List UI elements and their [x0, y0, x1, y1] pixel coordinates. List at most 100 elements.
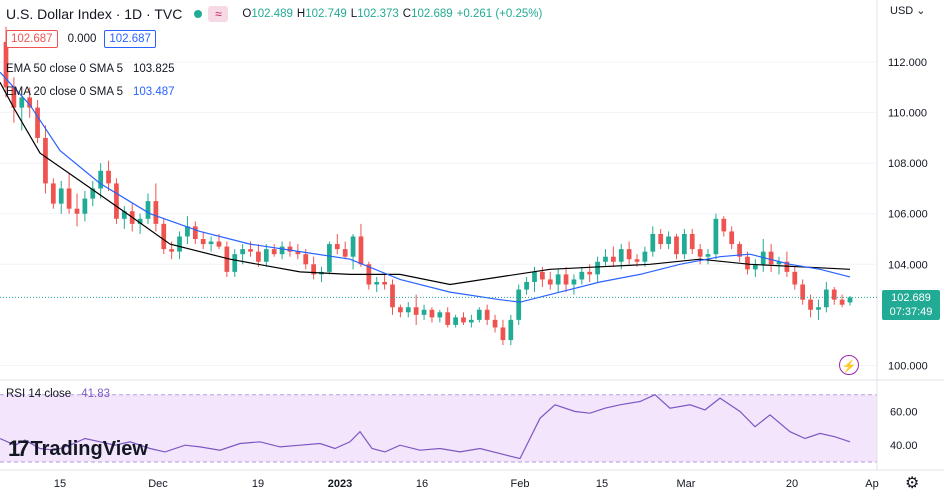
candle — [279, 241, 285, 260]
candle-body — [768, 251, 774, 265]
candle — [390, 279, 395, 315]
candle-body — [263, 249, 269, 262]
candle-body — [390, 284, 395, 308]
candle-body — [50, 183, 56, 204]
candle-body — [177, 236, 182, 252]
ema20-value: 103.487 — [132, 86, 175, 98]
candle — [516, 284, 522, 325]
candle-body — [208, 241, 214, 245]
candle — [405, 302, 411, 318]
candle-body — [540, 271, 545, 280]
close-value: 102.689 — [411, 8, 453, 20]
rsi-label: RSI 14 close — [6, 388, 72, 400]
candle-body — [334, 244, 340, 250]
candle — [453, 314, 458, 328]
candle — [263, 244, 269, 267]
gear-icon[interactable]: ⚙ — [905, 475, 920, 492]
ema20-legend[interactable]: EMA 20 close 0 SMA 5 103.487 — [6, 86, 175, 98]
candle-body — [216, 241, 222, 247]
candle-body — [90, 188, 96, 199]
candle — [831, 287, 837, 305]
price-tick-label: 106.000 — [888, 209, 928, 221]
candle — [808, 294, 813, 318]
buy-button[interactable]: 102.687 — [104, 30, 156, 48]
ema50-value: 103.825 — [132, 63, 175, 75]
candle-body — [555, 274, 561, 285]
current-price-value: 102.689 — [891, 292, 931, 304]
market-status-icon — [194, 10, 203, 18]
ohlc-values: O102.489 H102.749 L102.373 C102.689 +0.2… — [242, 8, 542, 20]
candle-body — [587, 271, 593, 275]
candle — [311, 256, 316, 280]
candle-body — [697, 249, 703, 257]
candle — [137, 213, 143, 234]
candle-body — [595, 261, 600, 275]
ema50-legend[interactable]: EMA 50 close 0 SMA 5 103.825 — [6, 63, 175, 75]
candle-body — [784, 261, 790, 272]
time-tick-label: 16 — [416, 478, 428, 490]
candle — [823, 281, 829, 313]
candle-body — [445, 312, 451, 325]
candle-body — [681, 233, 687, 255]
candle — [618, 244, 624, 270]
candle — [145, 193, 151, 224]
currency-label[interactable]: USD ⌄ — [890, 5, 926, 17]
candle — [58, 180, 64, 214]
candle-body — [642, 251, 648, 262]
candle-body — [839, 299, 845, 305]
candle-body — [666, 236, 671, 245]
candle-body — [563, 274, 569, 285]
candle-body — [35, 107, 40, 138]
candle-body — [19, 97, 25, 108]
candle — [571, 274, 577, 295]
candle-body — [295, 251, 301, 255]
candle — [327, 241, 332, 275]
candle — [27, 87, 33, 118]
candle — [500, 319, 506, 346]
candle — [492, 314, 498, 333]
price-axis[interactable]: 112.000 110.000 108.000 106.000 104.000 100.0… — [888, 57, 928, 372]
candle — [563, 266, 569, 293]
candle-body — [398, 307, 403, 313]
wave-icon[interactable]: ≈ — [208, 6, 229, 22]
candle — [792, 266, 798, 290]
candle-body — [161, 223, 167, 250]
candle-body — [405, 307, 411, 313]
close-label: C — [402, 8, 412, 20]
sell-button[interactable]: 102.687 — [6, 30, 58, 48]
candle — [413, 294, 419, 325]
tradingview-logo[interactable]: 17 TradingView — [8, 436, 148, 462]
candle-body — [350, 236, 356, 257]
rsi-line — [0, 393, 851, 460]
candle — [106, 160, 111, 191]
candle — [816, 299, 821, 320]
candle — [784, 251, 790, 277]
candle — [319, 266, 324, 282]
time-axis[interactable]: 15 Dec 19 2023 16 Feb 15 Mar 20 Ap — [54, 478, 879, 490]
lightning-icon[interactable]: ⚡ — [839, 355, 859, 375]
chart-header: U.S. Dollar Index · 1D · TVC ≈ O102.489 … — [6, 4, 542, 24]
symbol-title[interactable]: U.S. Dollar Index · 1D · TVC — [6, 6, 183, 22]
high-value: 102.749 — [305, 8, 347, 20]
candle-body — [745, 256, 750, 270]
candle-body — [240, 249, 246, 255]
candle-body — [137, 218, 143, 224]
candle-body — [713, 218, 719, 255]
candle — [208, 236, 214, 252]
candle — [768, 244, 774, 272]
candle — [342, 241, 348, 260]
candle-body — [571, 279, 577, 285]
candle-body — [516, 289, 522, 320]
rsi-axis[interactable]: 60.00 40.00 — [890, 407, 918, 453]
candle-body — [256, 251, 261, 262]
candle — [82, 191, 88, 222]
candle-body — [847, 297, 853, 303]
candle-body — [500, 327, 506, 341]
candle — [256, 244, 261, 267]
candle-body — [169, 249, 175, 252]
candle-body — [689, 233, 695, 250]
candle — [421, 304, 427, 320]
candle-body — [752, 264, 758, 270]
rsi-legend[interactable]: RSI 14 close 41.83 — [6, 388, 110, 400]
